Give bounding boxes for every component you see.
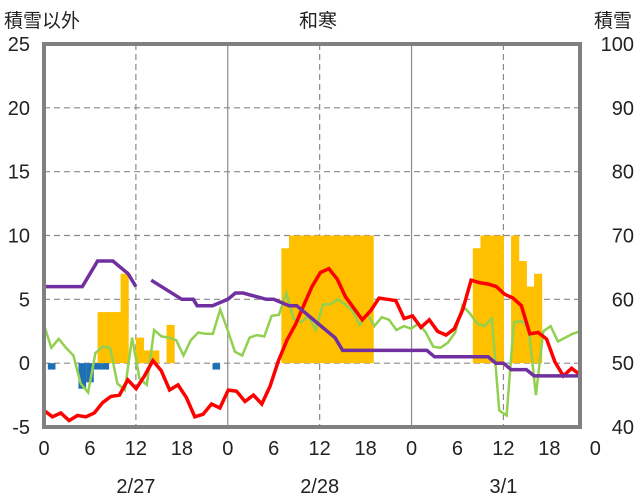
series-lines [42, 259, 582, 423]
x-tick: 18 [171, 438, 193, 460]
x-tick: 12 [125, 438, 147, 460]
x-tick: 18 [538, 438, 560, 460]
snowfall-bar [151, 350, 160, 364]
snowfall-bar [480, 235, 489, 364]
right-y-tick: 60 [612, 289, 634, 311]
precip-bar [212, 363, 221, 370]
right-y-tick: 70 [612, 226, 634, 248]
snowfall-bar [105, 312, 114, 364]
left-y-tick: 20 [8, 98, 30, 120]
left-y-tick: 0 [19, 353, 30, 375]
right-y-tick: 90 [612, 98, 634, 120]
snowfall-bar [289, 235, 298, 364]
green-series-line [42, 288, 581, 418]
date-label: 2/27 [116, 476, 155, 498]
x-tick: 18 [354, 438, 376, 460]
right-y-tick: 50 [612, 353, 634, 375]
red-series-line [42, 266, 582, 423]
x-tick: 0 [406, 438, 417, 460]
precipitation-bars [47, 363, 221, 389]
x-tick: 0 [590, 438, 601, 460]
left-y-tick: 25 [8, 34, 30, 56]
snowfall-bar [488, 235, 497, 364]
chart-title: 和寒 [299, 10, 337, 32]
left-y-tick: 5 [19, 289, 30, 311]
right-y-tick-labels: 100 90 80 70 60 50 40 [601, 34, 634, 439]
purple-series-line [44, 259, 580, 378]
precip-bar [78, 363, 87, 389]
date-label: 3/1 [490, 476, 518, 498]
snowfall-bar [350, 235, 359, 364]
snowfall-bar [112, 312, 122, 364]
snowfall-bar [472, 248, 481, 364]
x-tick-labels: 0 6 12 18 0 6 12 18 0 6 12 18 0 [38, 438, 600, 460]
right-y-tick: 80 [612, 162, 634, 184]
snowfall-bar [495, 235, 504, 364]
snowfall-bar [120, 273, 129, 364]
snowfall-bar [97, 312, 106, 364]
left-y-tick: -5 [12, 417, 30, 439]
snowfall-bar [327, 235, 336, 364]
precip-bar [93, 363, 102, 370]
snowfall-bar [526, 286, 535, 364]
x-tick: 6 [268, 438, 279, 460]
snowfall-bar [534, 273, 543, 364]
left-axis-label: 積雪以外 [4, 10, 80, 32]
right-y-tick: 100 [601, 34, 634, 56]
snowfall-bar [365, 235, 374, 364]
snowfall-bar [166, 324, 175, 364]
x-tick: 6 [452, 438, 463, 460]
plot-frame [42, 42, 582, 429]
precip-bar [47, 363, 56, 370]
x-tick: 6 [84, 438, 95, 460]
left-y-tick: 15 [8, 162, 30, 184]
x-tick: 0 [222, 438, 233, 460]
date-label: 2/28 [300, 476, 339, 498]
snowfall-bar [135, 337, 145, 364]
snowfall-bar [143, 350, 152, 364]
precip-bar [101, 363, 110, 370]
snowfall-bar [319, 235, 328, 364]
right-y-tick: 40 [612, 417, 634, 439]
right-axis-label: 積雪 [594, 10, 632, 32]
date-labels: 2/27 2/28 3/1 [116, 476, 517, 498]
left-y-tick-labels: 25 20 15 10 5 0 -5 [8, 34, 30, 439]
x-tick: 0 [38, 438, 49, 460]
snowfall-bar [357, 235, 367, 364]
left-y-tick: 10 [8, 226, 30, 248]
x-tick: 12 [492, 438, 514, 460]
snowfall-bar [296, 235, 305, 364]
x-tick: 12 [309, 438, 331, 460]
snowfall-bar [312, 235, 321, 364]
snowfall-bar [304, 235, 313, 364]
precip-bar [86, 363, 94, 383]
